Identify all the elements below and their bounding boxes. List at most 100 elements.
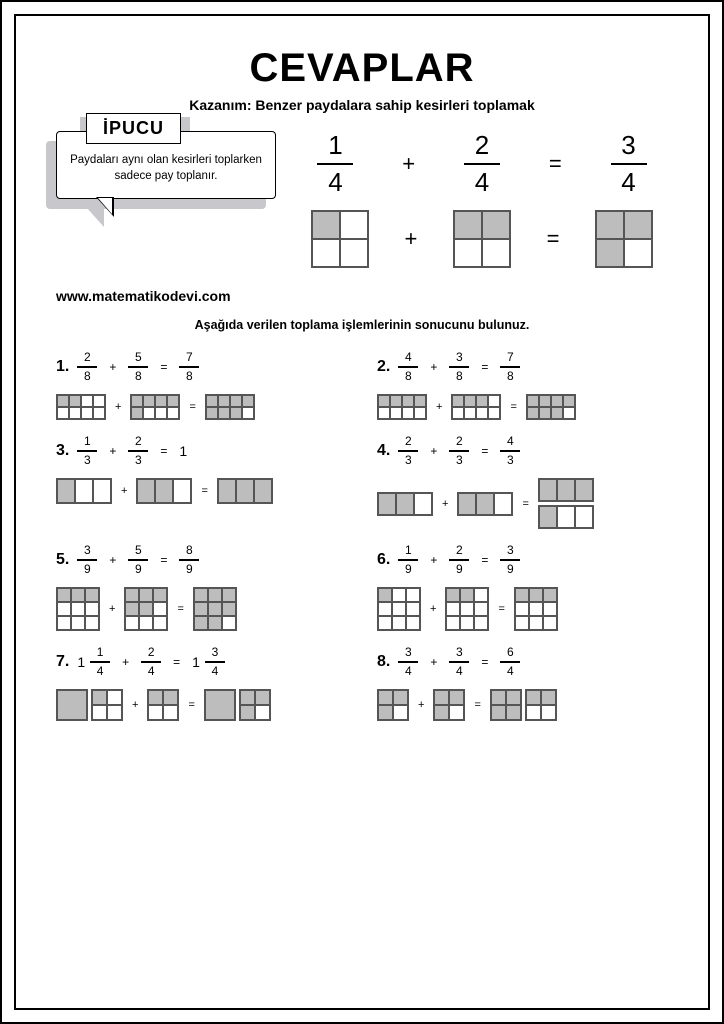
problem: 8.34+34=64+= <box>377 643 668 721</box>
grid-cell <box>242 407 254 419</box>
grid-group <box>193 587 237 631</box>
whole-number: 1 <box>77 654 85 670</box>
fraction-bar <box>398 366 418 368</box>
problem: 1.28+58=78+= <box>56 348 347 420</box>
grid-cell <box>92 690 107 705</box>
grid-cell <box>515 616 529 630</box>
grid-cell <box>434 690 449 705</box>
grid-cell <box>474 616 488 630</box>
grid-cell <box>378 616 392 630</box>
grid-cell <box>148 690 163 705</box>
grid-cell <box>392 616 406 630</box>
fraction-grid <box>239 689 271 721</box>
grid-group <box>205 394 255 420</box>
numerator: 6 <box>507 646 514 659</box>
grid-cell <box>452 395 464 407</box>
grid-cell <box>85 602 99 616</box>
fraction: 23 <box>398 435 418 467</box>
numerator: 7 <box>186 351 193 364</box>
problem-equation: 1.28+58=78 <box>56 348 347 386</box>
grid-cell <box>107 705 122 720</box>
numerator: 1 <box>328 131 342 160</box>
grid-cell <box>255 705 270 720</box>
numerator: 4 <box>507 435 514 448</box>
denominator: 3 <box>405 454 412 467</box>
grid-cell <box>494 493 512 515</box>
numerator: 3 <box>456 351 463 364</box>
whole-number: 1 <box>179 443 187 459</box>
fraction-grid <box>204 689 236 721</box>
grid-cell <box>125 602 139 616</box>
problem-visual: += <box>56 587 347 631</box>
operator: + <box>118 485 130 497</box>
numerator: 3 <box>212 646 219 659</box>
grid-cell <box>392 602 406 616</box>
denominator: 3 <box>507 454 514 467</box>
numerator: 3 <box>405 646 412 659</box>
fraction: 13 <box>77 435 97 467</box>
fraction: 28 <box>77 351 97 383</box>
grid-cell <box>378 493 396 515</box>
numerator: 7 <box>507 351 514 364</box>
grid-cell <box>230 395 242 407</box>
grid-stack <box>538 478 594 529</box>
grid-cell <box>458 493 476 515</box>
example-area: 14+24=34 += <box>296 131 668 268</box>
problem-visual: += <box>377 689 668 721</box>
operator: = <box>541 226 566 252</box>
fraction-bar <box>128 450 148 452</box>
grid-cell <box>539 407 551 419</box>
grid-cell <box>173 479 191 503</box>
grid-cell <box>218 479 236 503</box>
fraction-bar <box>128 559 148 561</box>
problem-equation: 6.19+29=39 <box>377 541 668 579</box>
grid-cell <box>155 395 167 407</box>
grid-cell <box>206 407 218 419</box>
grid-cell <box>393 705 408 720</box>
fraction: 23 <box>128 435 148 467</box>
fraction: 134 <box>192 646 225 678</box>
grid-cell <box>71 602 85 616</box>
grid-group <box>377 689 409 721</box>
grid-cell <box>125 588 139 602</box>
problem: 4.23+23=43+= <box>377 432 668 529</box>
grid-group <box>147 689 179 721</box>
fraction-grid <box>433 689 465 721</box>
fraction-grid <box>377 492 433 516</box>
grid-cell <box>378 705 393 720</box>
fraction: 59 <box>128 544 148 576</box>
grid-cell <box>390 395 402 407</box>
operator: + <box>398 226 423 252</box>
problem-number: 5. <box>56 551 69 569</box>
operator: + <box>426 655 441 669</box>
operator: + <box>439 498 451 510</box>
problem: 6.19+29=39+= <box>377 541 668 631</box>
grid-cell <box>131 395 143 407</box>
fraction-bar <box>317 163 353 165</box>
fraction-bar <box>500 450 520 452</box>
grid-cell <box>434 705 449 720</box>
worksheet-page: CEVAPLAR Kazanım: Benzer paydalara sahip… <box>0 0 724 1024</box>
operator: + <box>426 360 441 374</box>
grid-group <box>56 689 123 721</box>
grid-cell <box>464 395 476 407</box>
grid-cell <box>541 690 556 705</box>
numerator: 1 <box>97 646 104 659</box>
operator: + <box>129 699 141 711</box>
denominator: 9 <box>405 563 412 576</box>
fraction: 64 <box>500 646 520 678</box>
denominator: 8 <box>84 370 91 383</box>
denominator: 8 <box>186 370 193 383</box>
numerator: 2 <box>84 351 91 364</box>
denominator: 9 <box>507 563 514 576</box>
numerator: 3 <box>507 544 514 557</box>
problem-number: 6. <box>377 551 390 569</box>
problem-equation: 5.39+59=89 <box>56 541 347 579</box>
problem: 5.39+59=89 += <box>56 541 347 631</box>
fraction-grid <box>451 394 501 420</box>
grid-cell <box>551 407 563 419</box>
grid-cell <box>460 602 474 616</box>
grid-cell <box>551 395 563 407</box>
grid-cell <box>75 479 93 503</box>
operator: = <box>519 498 531 510</box>
